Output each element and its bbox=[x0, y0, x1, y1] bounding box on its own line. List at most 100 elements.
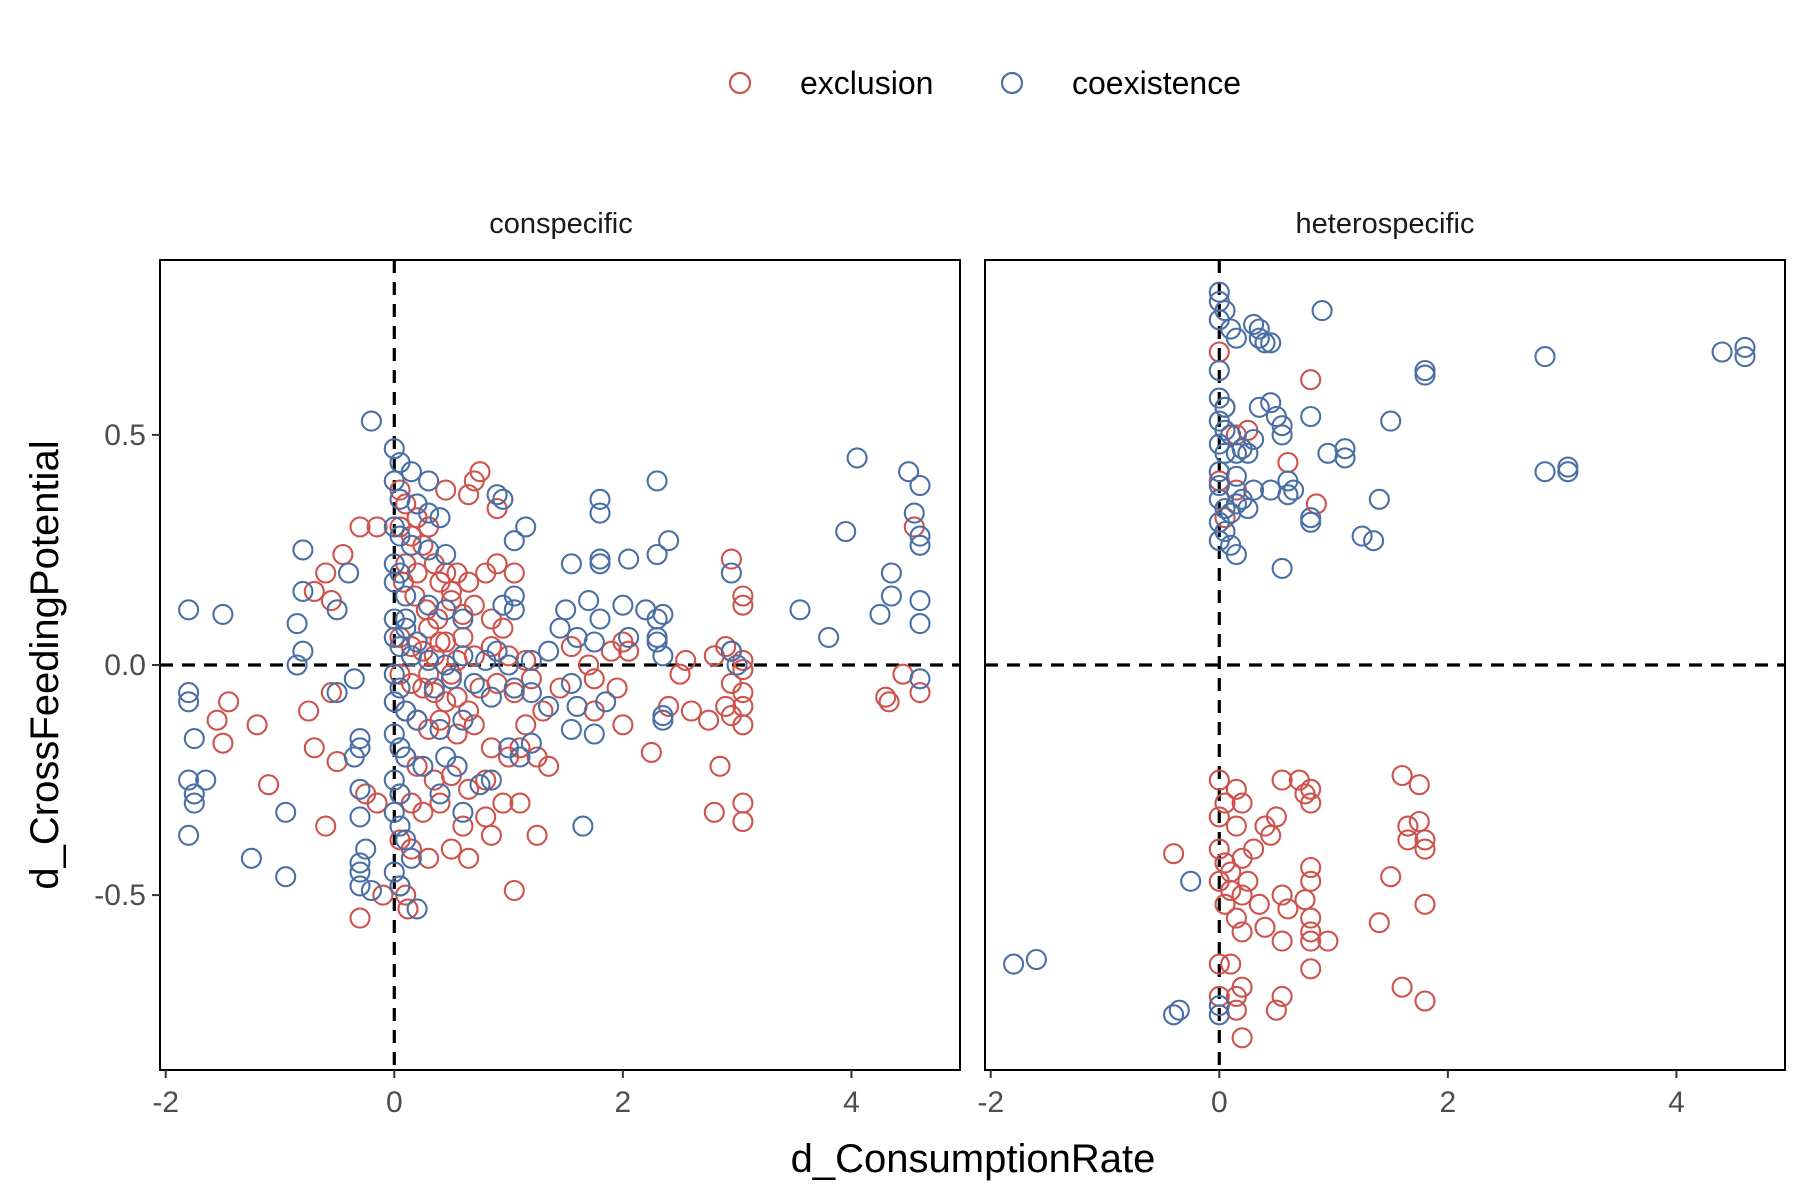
point-exclusion bbox=[669, 663, 691, 685]
point-coexistence bbox=[349, 728, 371, 750]
point-exclusion bbox=[538, 755, 560, 777]
point-coexistence bbox=[503, 599, 525, 621]
point-coexistence bbox=[275, 866, 297, 888]
point-exclusion bbox=[732, 792, 754, 814]
point-exclusion bbox=[298, 700, 320, 722]
x-tick-label: -2 bbox=[977, 1086, 1004, 1119]
point-coexistence bbox=[1317, 442, 1339, 464]
point-exclusion bbox=[1220, 879, 1242, 902]
point-coexistence bbox=[1003, 953, 1025, 975]
point-coexistence bbox=[338, 562, 360, 584]
point-exclusion bbox=[406, 562, 428, 584]
point-exclusion bbox=[1294, 889, 1316, 911]
point-exclusion bbox=[1271, 930, 1293, 952]
point-exclusion bbox=[435, 691, 457, 713]
point-coexistence bbox=[389, 677, 411, 699]
point-coexistence bbox=[1168, 999, 1190, 1021]
point-coexistence bbox=[383, 769, 405, 791]
point-coexistence bbox=[1225, 327, 1247, 349]
point-exclusion bbox=[1300, 778, 1322, 800]
point-coexistence bbox=[818, 626, 840, 648]
point-exclusion bbox=[1414, 829, 1436, 851]
point-coexistence bbox=[383, 723, 405, 745]
point-coexistence bbox=[1248, 318, 1270, 340]
point-coexistence bbox=[480, 686, 502, 708]
point-exclusion bbox=[218, 691, 240, 713]
point-coexistence bbox=[595, 691, 617, 713]
point-exclusion bbox=[578, 654, 600, 676]
point-coexistence bbox=[835, 520, 857, 543]
point-exclusion bbox=[349, 516, 371, 538]
point-coexistence bbox=[898, 461, 920, 483]
point-coexistence bbox=[429, 507, 451, 529]
point-exclusion bbox=[206, 709, 228, 731]
point-exclusion bbox=[480, 636, 502, 658]
point-exclusion bbox=[1408, 774, 1430, 796]
point-coexistence bbox=[646, 543, 668, 566]
point-coexistence bbox=[1271, 415, 1293, 437]
point-exclusion bbox=[732, 585, 754, 607]
point-coexistence bbox=[503, 530, 525, 552]
point-exclusion bbox=[892, 663, 914, 685]
point-coexistence bbox=[435, 543, 457, 566]
point-coexistence bbox=[652, 705, 674, 727]
point-exclusion bbox=[463, 714, 485, 736]
point-exclusion bbox=[1254, 916, 1276, 938]
point-coexistence bbox=[195, 769, 217, 791]
point-exclusion bbox=[397, 898, 419, 920]
legend-label-coexistence: coexistence bbox=[1072, 65, 1241, 101]
point-coexistence bbox=[395, 608, 417, 630]
point-exclusion bbox=[418, 847, 440, 869]
point-exclusion bbox=[875, 686, 897, 708]
point-coexistence bbox=[360, 879, 382, 902]
point-coexistence bbox=[349, 861, 371, 883]
point-coexistence bbox=[515, 516, 537, 538]
point-exclusion bbox=[1414, 838, 1436, 860]
point-exclusion bbox=[1208, 953, 1230, 975]
x-tick-label: 0 bbox=[1211, 1086, 1228, 1119]
point-exclusion bbox=[532, 700, 554, 722]
point-exclusion bbox=[480, 737, 502, 759]
point-exclusion bbox=[1300, 792, 1322, 814]
points-layer bbox=[178, 281, 1756, 1049]
point-exclusion bbox=[429, 709, 451, 731]
point-exclusion bbox=[1397, 829, 1419, 851]
point-exclusion bbox=[320, 682, 342, 704]
point-coexistence bbox=[492, 488, 514, 510]
point-coexistence bbox=[1557, 461, 1579, 483]
point-exclusion bbox=[1300, 921, 1322, 943]
point-coexistence bbox=[1208, 474, 1230, 497]
point-coexistence bbox=[383, 470, 405, 492]
point-exclusion bbox=[732, 659, 754, 681]
point-exclusion bbox=[412, 677, 434, 699]
point-coexistence bbox=[909, 474, 931, 497]
point-coexistence bbox=[652, 603, 674, 625]
legend-key-coexistence bbox=[1000, 71, 1024, 95]
point-coexistence bbox=[349, 778, 371, 800]
point-coexistence bbox=[1225, 493, 1247, 515]
point-coexistence bbox=[389, 783, 411, 805]
point-coexistence bbox=[1534, 461, 1556, 483]
point-coexistence bbox=[560, 718, 582, 740]
point-coexistence bbox=[286, 654, 308, 676]
point-coexistence bbox=[618, 626, 640, 648]
point-coexistence bbox=[183, 728, 205, 750]
point-coexistence bbox=[578, 590, 600, 612]
point-exclusion bbox=[1271, 769, 1293, 791]
point-coexistence bbox=[520, 649, 542, 671]
point-exclusion bbox=[1380, 866, 1402, 888]
point-exclusion bbox=[1300, 907, 1322, 929]
point-coexistence bbox=[383, 571, 405, 593]
point-coexistence bbox=[1711, 341, 1733, 363]
point-coexistence bbox=[286, 613, 308, 635]
x-tick-label: 4 bbox=[843, 1086, 860, 1119]
point-coexistence bbox=[560, 672, 582, 694]
point-coexistence bbox=[618, 548, 640, 570]
point-exclusion bbox=[503, 562, 525, 584]
point-coexistence bbox=[646, 631, 668, 653]
point-coexistence bbox=[549, 617, 571, 639]
point-exclusion bbox=[418, 617, 440, 639]
point-coexistence bbox=[1300, 405, 1322, 428]
point-coexistence bbox=[406, 709, 428, 731]
